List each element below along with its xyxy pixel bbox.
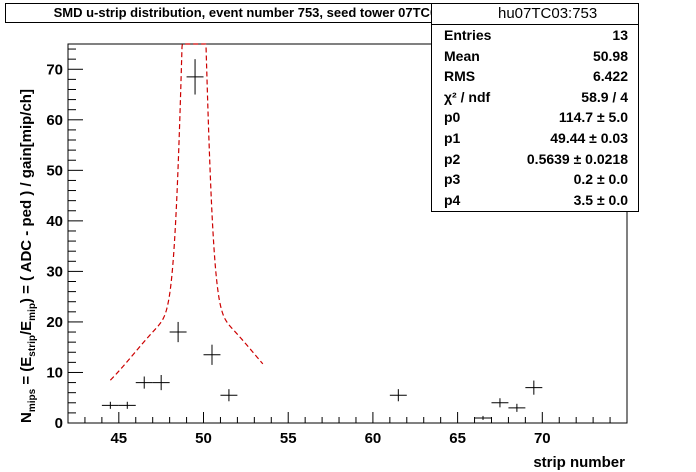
data-point <box>101 401 119 409</box>
x-tick-label: 50 <box>195 430 212 447</box>
plot-frame <box>67 43 628 424</box>
x-tick-label: 45 <box>110 430 127 447</box>
stats-rows: Entries 13 Mean 50.98 RMS 6.422 χ² / ndf 58.9 /… <box>432 25 638 210</box>
axes: 45 50 55 60 65 70 0 10 20 30 40 50 60 70 <box>46 48 628 447</box>
stat-row: χ² / ndf 58.9 / 4 <box>432 87 638 108</box>
stat-value: 49.44 ± 0.03 <box>550 129 628 146</box>
chart-title: SMD u-strip distribution, event number 7… <box>5 3 493 23</box>
y-tick-label: 20 <box>46 314 63 331</box>
stat-label: p1 <box>444 129 461 146</box>
data-points <box>101 59 543 420</box>
data-point <box>220 389 238 402</box>
data-point <box>169 321 187 343</box>
y-tick-label: 50 <box>46 162 63 179</box>
stat-label: p2 <box>444 150 461 167</box>
data-point <box>491 398 509 408</box>
stat-value: 13 <box>612 27 628 43</box>
data-point <box>525 380 543 395</box>
stat-row: RMS 6.422 <box>432 66 638 87</box>
stat-row: p4 3.5 ± 0.0 <box>432 190 638 211</box>
stat-label: Entries <box>444 27 492 43</box>
data-point <box>186 59 204 95</box>
stat-label: χ² / ndf <box>444 88 491 105</box>
stat-value: 114.7 ± 5.0 <box>558 109 628 126</box>
x-tick-label: 60 <box>365 430 382 447</box>
stat-row: p2 0.5639 ± 0.0218 <box>432 149 638 170</box>
fit-path <box>109 43 264 381</box>
y-axis-label: Nmips = (Estrip/Emip) = ( ADC - ped ) / … <box>18 89 38 423</box>
stat-label: p3 <box>444 171 461 188</box>
y-tick-label: 60 <box>46 112 63 129</box>
stat-value: 58.9 / 4 <box>581 88 628 105</box>
data-point <box>152 374 170 391</box>
y-tick-label: 70 <box>46 61 63 78</box>
stat-label: p4 <box>444 191 461 208</box>
x-tick-label: 65 <box>449 430 466 447</box>
x-axis-label: strip number <box>533 454 625 471</box>
stat-row: p0 114.7 ± 5.0 <box>432 107 638 128</box>
fit-curve <box>109 43 264 381</box>
y-label-n: N <box>18 412 35 423</box>
stat-row: p3 0.2 ± 0.0 <box>432 169 638 190</box>
svg-text:Nmips = (Estrip/Emip) = ( ADC: Nmips = (Estrip/Emip) = ( ADC - ped ) / … <box>18 89 38 423</box>
stat-value: 3.5 ± 0.0 <box>573 191 628 208</box>
y-tick-label: 40 <box>46 213 63 230</box>
x-tick-label: 70 <box>534 430 551 447</box>
stat-row: Entries 13 <box>432 25 638 46</box>
data-point <box>203 344 221 365</box>
stat-label: Mean <box>444 47 480 64</box>
stat-label: p0 <box>444 109 461 126</box>
data-point <box>508 403 526 412</box>
stat-row: Mean 50.98 <box>432 46 638 67</box>
stat-value: 0.2 ± 0.0 <box>573 171 628 188</box>
y-label-sub-mips: mips <box>27 388 38 412</box>
stat-value: 6.422 <box>592 68 628 85</box>
stat-value: 0.5639 ± 0.0218 <box>526 150 628 167</box>
stats-box: hu07TC03:753 Entries 13 Mean 50.98 RMS 6.422 χ… <box>431 3 639 212</box>
data-point <box>118 401 136 409</box>
data-point <box>474 415 492 420</box>
y-tick-label: 30 <box>46 263 63 280</box>
data-point <box>389 389 407 402</box>
stat-value: 50.98 <box>592 47 628 64</box>
stats-name: hu07TC03:753 <box>432 4 638 25</box>
x-tick-label: 55 <box>280 430 297 447</box>
stat-label: RMS <box>444 68 476 85</box>
stat-row: p1 49.44 ± 0.03 <box>432 128 638 149</box>
y-tick-label: 0 <box>55 415 63 432</box>
y-tick-label: 10 <box>46 364 63 381</box>
data-point <box>135 376 153 389</box>
